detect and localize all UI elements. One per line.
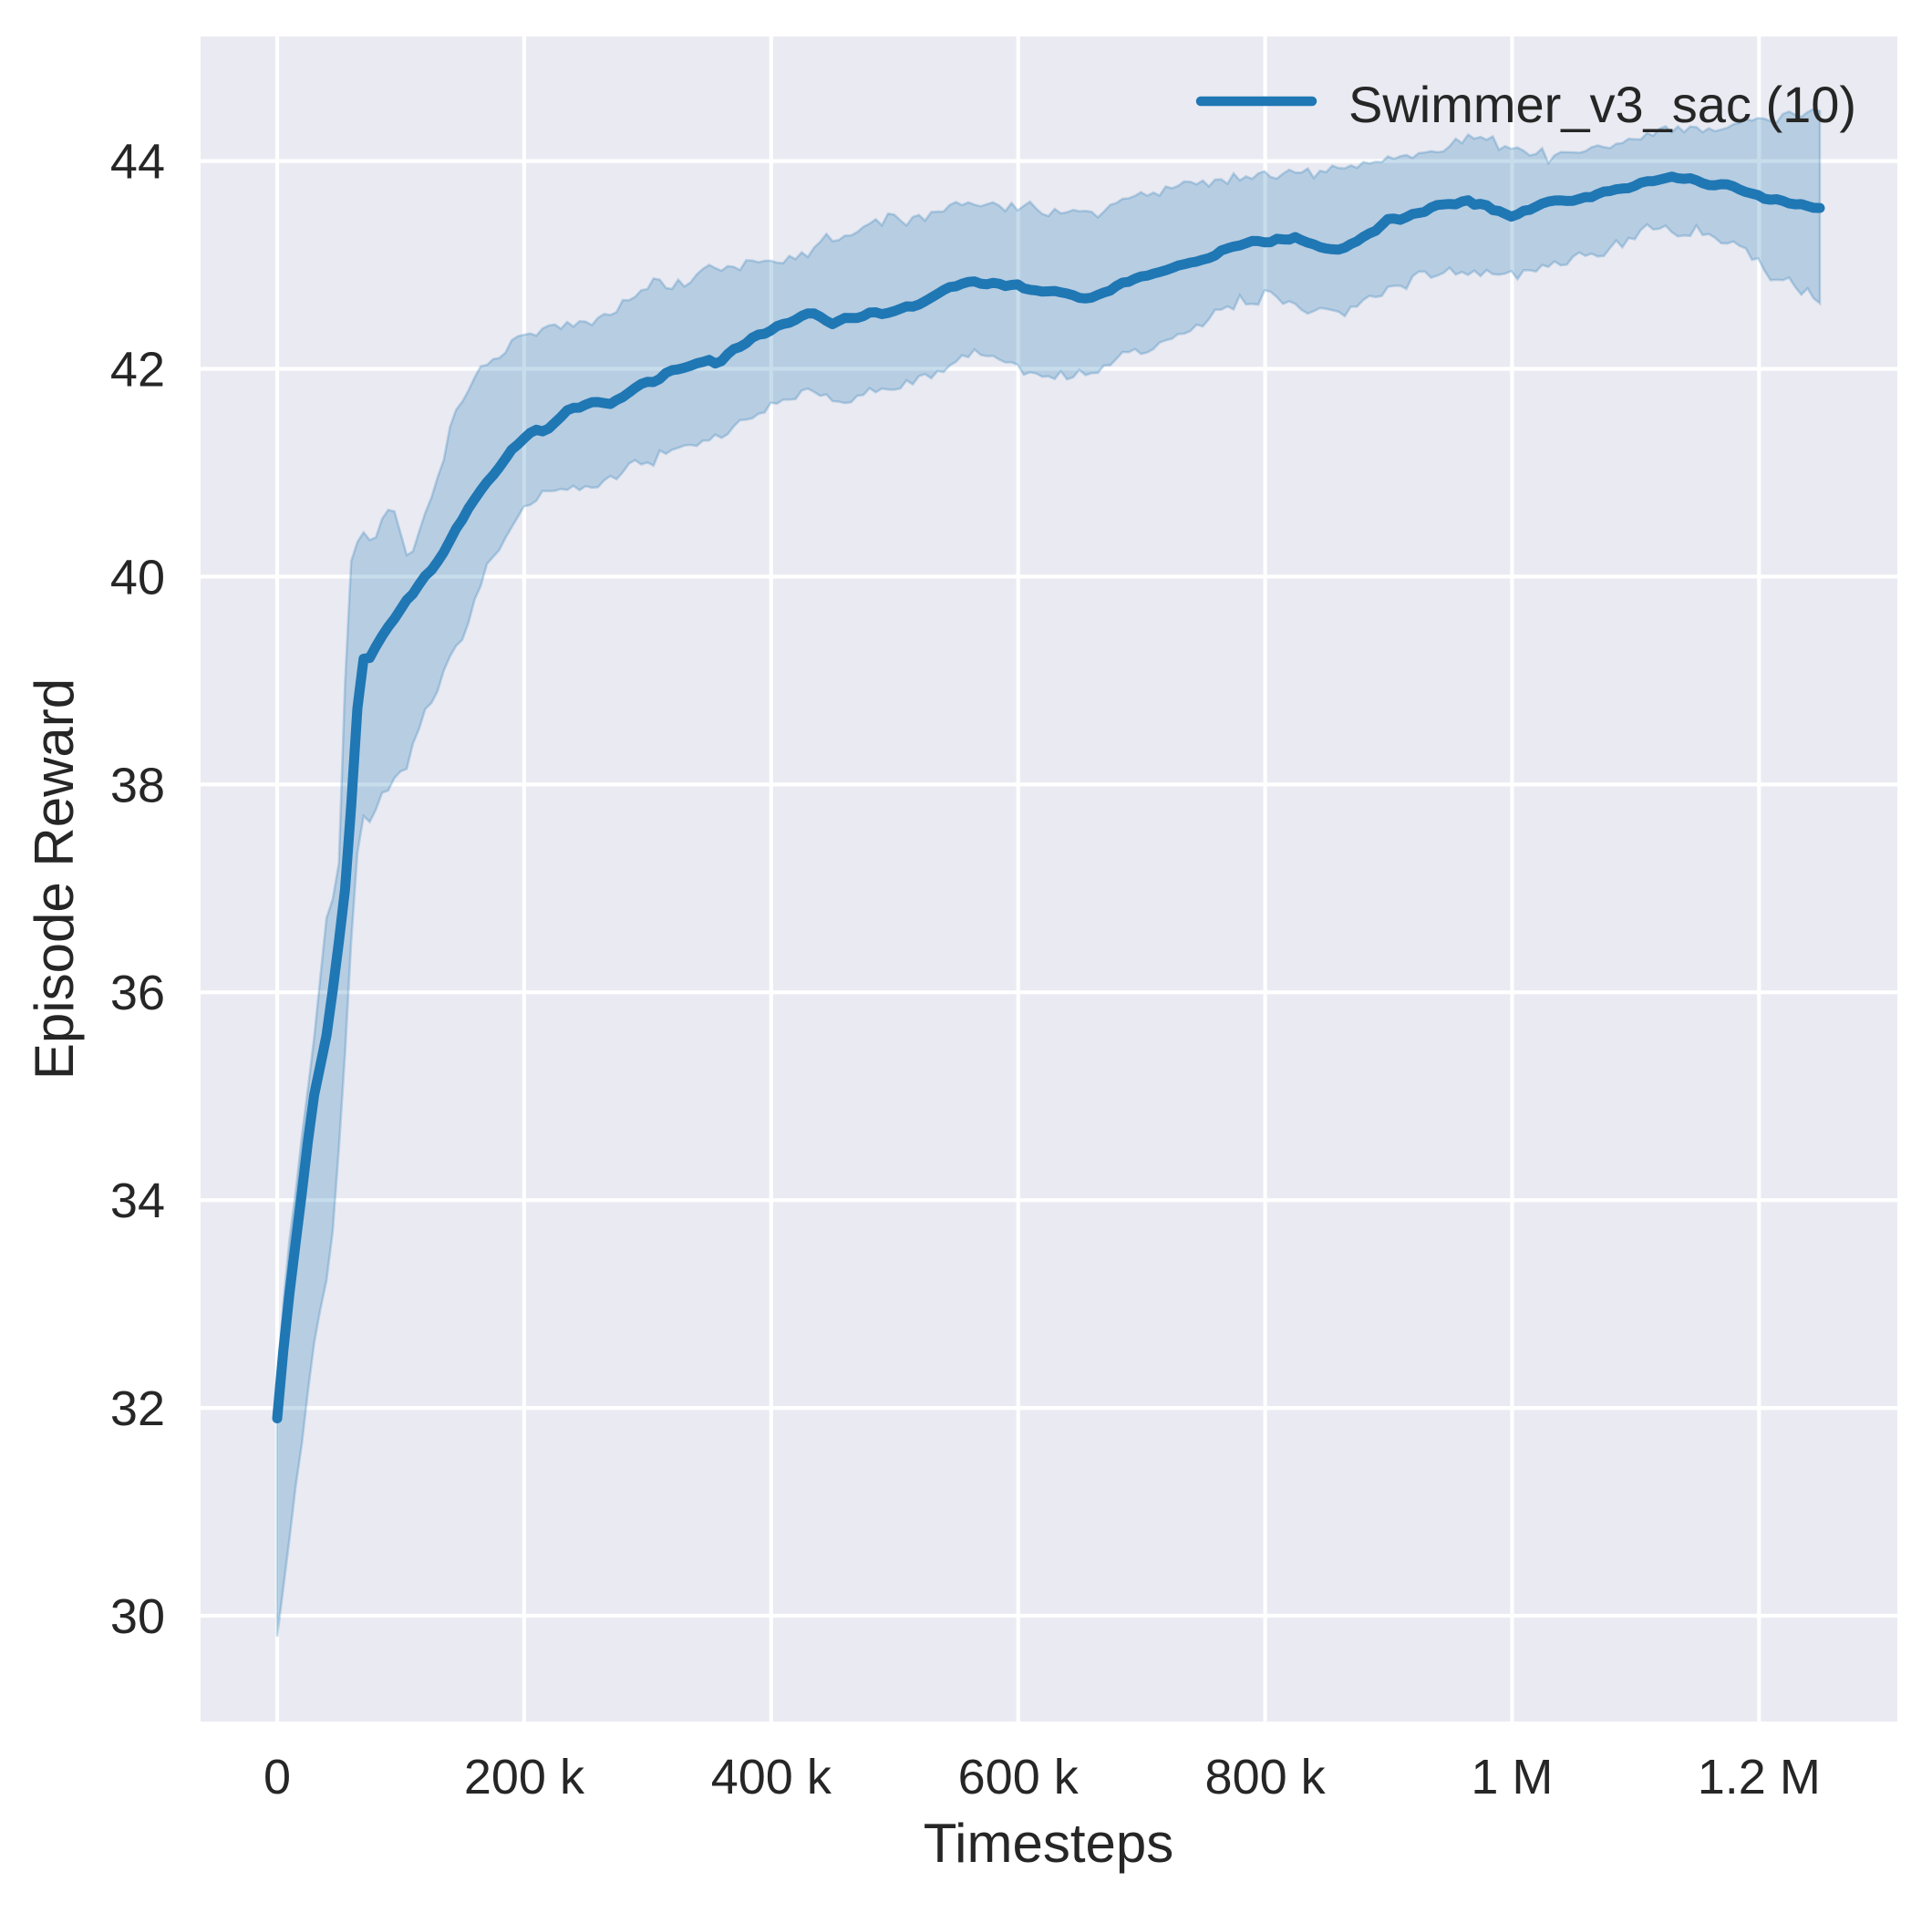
svg-text:40: 40 xyxy=(110,550,165,605)
svg-text:0: 0 xyxy=(263,1750,291,1804)
svg-text:34: 34 xyxy=(110,1174,165,1228)
svg-text:44: 44 xyxy=(110,135,165,190)
svg-text:30: 30 xyxy=(110,1589,165,1644)
svg-text:1 M: 1 M xyxy=(1471,1750,1553,1804)
svg-text:32: 32 xyxy=(110,1381,165,1436)
svg-text:1.2 M: 1.2 M xyxy=(1698,1750,1821,1804)
svg-text:800 k: 800 k xyxy=(1205,1750,1327,1804)
svg-text:400 k: 400 k xyxy=(711,1750,832,1804)
svg-text:38: 38 xyxy=(110,758,165,812)
svg-text:Episode Reward: Episode Reward xyxy=(24,678,85,1080)
svg-text:42: 42 xyxy=(110,343,165,398)
svg-text:36: 36 xyxy=(110,966,165,1020)
svg-text:Swimmer_v3_sac (10): Swimmer_v3_sac (10) xyxy=(1348,76,1856,133)
svg-text:Timesteps: Timesteps xyxy=(924,1813,1174,1874)
svg-text:200 k: 200 k xyxy=(464,1750,585,1804)
svg-text:600 k: 600 k xyxy=(958,1750,1080,1804)
